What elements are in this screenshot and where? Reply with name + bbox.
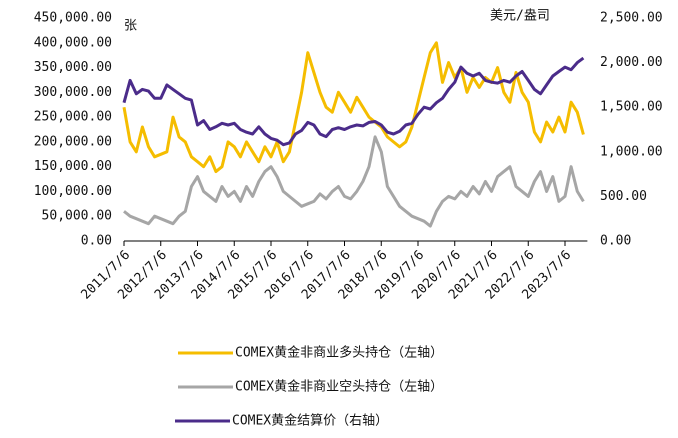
y2-tick-label: 500.00	[600, 189, 647, 204]
legend-label: COMEX黄金非商业多头持仓（左轴）	[235, 345, 443, 361]
y2-tick-label: 2,500.00	[600, 11, 663, 26]
legend-label: COMEX黄金非商业空头持仓（左轴）	[235, 379, 443, 395]
y-tick-label: 50,000.00	[42, 209, 112, 224]
y-tick-label: 450,000.00	[34, 11, 112, 26]
y-tick-label: 150,000.00	[34, 159, 112, 174]
y2-tick-label: 1,500.00	[600, 100, 663, 115]
y2-unit: 美元/盎司	[490, 9, 550, 24]
y-tick-label: 250,000.00	[34, 110, 112, 125]
y-tick-label: 300,000.00	[34, 85, 112, 100]
y2-tick-label: 2,000.00	[600, 55, 663, 70]
y2-tick-label: 0.00	[600, 234, 631, 249]
y-tick-label: 200,000.00	[34, 134, 112, 149]
y2-tick-label: 1,000.00	[600, 144, 663, 159]
y-tick-label: 350,000.00	[34, 60, 112, 75]
legend-label: COMEX黄金结算价（右轴）	[232, 413, 388, 429]
series-line	[123, 135, 585, 228]
y-unit: 张	[124, 19, 137, 34]
series-line	[122, 41, 585, 174]
y-tick-label: 400,000.00	[34, 35, 112, 50]
series-line	[122, 56, 585, 147]
y-tick-label: 0.00	[81, 234, 112, 249]
y-tick-label: 100,000.00	[34, 184, 112, 199]
